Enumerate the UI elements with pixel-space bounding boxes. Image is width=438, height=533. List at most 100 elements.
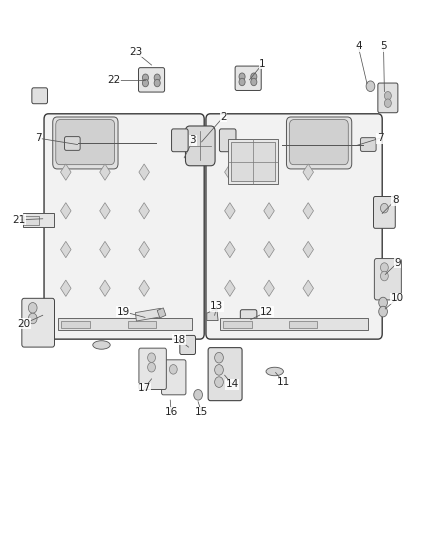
FancyBboxPatch shape <box>378 83 398 113</box>
Text: 17: 17 <box>138 383 151 393</box>
Polygon shape <box>139 280 149 296</box>
Text: 16: 16 <box>165 407 178 417</box>
Polygon shape <box>225 280 235 296</box>
Bar <box>135 309 162 321</box>
Text: 3: 3 <box>190 135 196 146</box>
Polygon shape <box>264 280 274 296</box>
Polygon shape <box>225 203 235 219</box>
Polygon shape <box>225 241 235 257</box>
FancyBboxPatch shape <box>56 119 115 165</box>
Circle shape <box>379 297 388 308</box>
Polygon shape <box>157 308 166 318</box>
FancyBboxPatch shape <box>139 348 166 390</box>
Bar <box>228 139 278 184</box>
Circle shape <box>215 352 223 363</box>
Bar <box>61 320 90 328</box>
Text: 4: 4 <box>355 42 362 52</box>
Bar <box>231 142 275 181</box>
Text: 23: 23 <box>129 47 142 56</box>
Text: 18: 18 <box>172 335 186 345</box>
Polygon shape <box>60 164 71 180</box>
Ellipse shape <box>93 341 110 349</box>
Polygon shape <box>100 280 110 296</box>
FancyBboxPatch shape <box>374 197 395 228</box>
Circle shape <box>385 92 391 100</box>
Circle shape <box>170 365 177 374</box>
Bar <box>220 318 368 330</box>
Polygon shape <box>100 203 110 219</box>
Text: 9: 9 <box>394 258 401 268</box>
FancyBboxPatch shape <box>22 298 54 347</box>
Bar <box>23 214 53 227</box>
Text: 14: 14 <box>226 379 239 389</box>
Text: 22: 22 <box>107 75 120 85</box>
FancyBboxPatch shape <box>360 138 376 151</box>
Text: 11: 11 <box>277 377 290 387</box>
FancyBboxPatch shape <box>53 117 118 169</box>
Polygon shape <box>303 241 314 257</box>
Text: 21: 21 <box>12 215 25 225</box>
Text: 2: 2 <box>220 112 226 122</box>
Polygon shape <box>139 203 149 219</box>
FancyBboxPatch shape <box>286 117 352 169</box>
Bar <box>127 320 156 328</box>
Polygon shape <box>100 241 110 257</box>
Circle shape <box>148 353 155 362</box>
FancyBboxPatch shape <box>138 68 165 92</box>
Circle shape <box>215 377 223 387</box>
Text: 13: 13 <box>210 301 223 311</box>
Polygon shape <box>264 164 274 180</box>
FancyBboxPatch shape <box>172 129 188 152</box>
Polygon shape <box>264 203 274 219</box>
FancyBboxPatch shape <box>219 129 236 152</box>
FancyBboxPatch shape <box>235 66 261 91</box>
Polygon shape <box>264 241 274 257</box>
Text: 1: 1 <box>259 59 266 69</box>
Circle shape <box>154 79 160 87</box>
Circle shape <box>154 74 160 82</box>
FancyBboxPatch shape <box>180 335 195 354</box>
Text: 10: 10 <box>391 293 404 303</box>
Polygon shape <box>139 241 149 257</box>
Text: 15: 15 <box>195 407 208 417</box>
Polygon shape <box>100 164 110 180</box>
FancyBboxPatch shape <box>240 310 257 327</box>
Circle shape <box>251 78 257 86</box>
Circle shape <box>194 390 202 400</box>
FancyBboxPatch shape <box>290 119 348 165</box>
Circle shape <box>28 303 37 313</box>
Bar <box>289 320 317 328</box>
Text: 12: 12 <box>260 306 273 317</box>
FancyBboxPatch shape <box>162 360 186 395</box>
Bar <box>223 320 252 328</box>
Circle shape <box>385 99 391 108</box>
Polygon shape <box>303 203 314 219</box>
Text: 8: 8 <box>392 195 399 205</box>
Bar <box>24 216 39 224</box>
Text: 5: 5 <box>380 42 387 52</box>
FancyBboxPatch shape <box>206 114 382 339</box>
FancyBboxPatch shape <box>32 88 47 104</box>
Ellipse shape <box>266 367 283 376</box>
Circle shape <box>379 306 388 317</box>
Polygon shape <box>207 309 218 320</box>
FancyBboxPatch shape <box>64 136 80 150</box>
Text: 7: 7 <box>35 133 42 143</box>
Bar <box>58 318 192 330</box>
Circle shape <box>381 263 389 272</box>
Polygon shape <box>303 280 314 296</box>
Circle shape <box>142 79 148 87</box>
FancyBboxPatch shape <box>44 114 204 339</box>
Polygon shape <box>225 164 235 180</box>
Text: 20: 20 <box>18 319 31 329</box>
Circle shape <box>366 81 375 92</box>
Polygon shape <box>60 280 71 296</box>
FancyBboxPatch shape <box>185 126 215 166</box>
Circle shape <box>239 73 245 80</box>
Polygon shape <box>139 164 149 180</box>
Polygon shape <box>303 164 314 180</box>
Circle shape <box>28 313 37 324</box>
Polygon shape <box>60 241 71 257</box>
Circle shape <box>142 74 148 82</box>
Circle shape <box>215 365 223 375</box>
